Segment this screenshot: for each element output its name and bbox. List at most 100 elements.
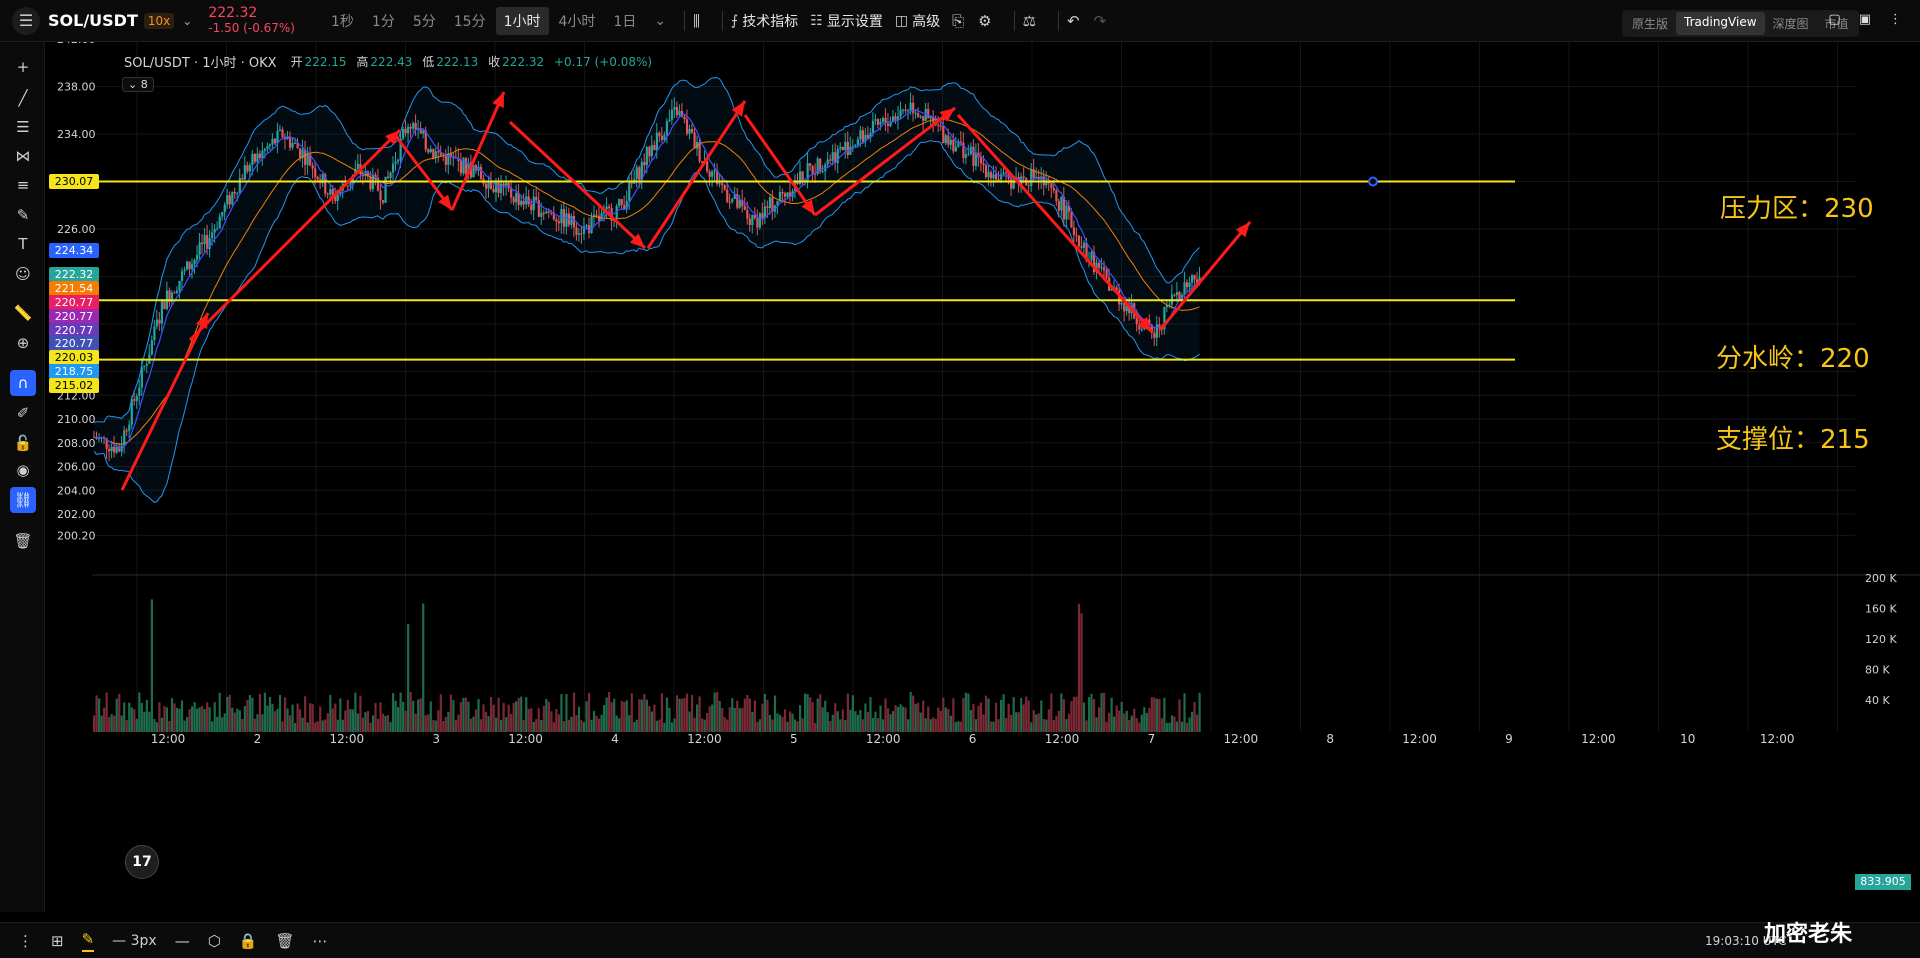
undo-icon[interactable]: ↶: [1067, 11, 1080, 30]
templates-icon[interactable]: ⊞: [51, 931, 64, 950]
price-chart[interactable]: 242.00238.00234.00230.00226.00222.00218.…: [45, 42, 1920, 922]
candle-body: [1035, 176, 1038, 179]
tf-1m[interactable]: 1分: [371, 13, 395, 30]
volume-bar: [944, 707, 947, 732]
volume-bar: [1012, 696, 1015, 732]
volume-bar: [231, 707, 234, 732]
lock-icon[interactable]: 🔓: [13, 434, 33, 452]
layout-icon[interactable]: ▣: [1858, 12, 1871, 27]
candle-body: [540, 212, 543, 217]
volume-bar: [527, 708, 530, 732]
volume-bar: [311, 704, 314, 732]
tf-5m[interactable]: 5分: [412, 13, 436, 30]
emoji-icon[interactable]: ☺: [15, 265, 31, 283]
volume-bar: [683, 697, 686, 732]
volume-tick-label: 40 K: [1865, 694, 1890, 707]
drag-handle-icon[interactable]: ⋮: [18, 931, 33, 950]
brush-icon[interactable]: ✎: [16, 206, 30, 224]
candle-type-icon[interactable]: ⫼: [693, 11, 700, 30]
volume-bar: [522, 719, 525, 732]
volume-bar: [467, 701, 470, 732]
gear-icon[interactable]: ⚙: [978, 11, 992, 30]
volume-bar: [95, 695, 98, 732]
volume-bar: [994, 702, 998, 732]
redo-icon[interactable]: ↷: [1093, 11, 1107, 30]
volume-bar: [452, 700, 455, 732]
candle-body: [718, 183, 721, 185]
candle-body: [582, 226, 586, 234]
lock-icon[interactable]: 🔒: [238, 931, 258, 950]
volume-bar: [266, 705, 269, 732]
screenshot-icon[interactable]: ⎘: [952, 11, 965, 30]
line-color-icon[interactable]: ✎: [81, 930, 95, 952]
candle-body: [844, 141, 847, 151]
fib-icon[interactable]: ≡: [16, 176, 30, 194]
stay-drawing-icon[interactable]: ✐: [16, 404, 30, 422]
candle-body: [1123, 303, 1126, 312]
fullscreen-icon[interactable]: ▢: [1828, 12, 1841, 27]
symbol-name[interactable]: SOL/USDT: [48, 11, 138, 30]
more-icon[interactable]: ⋮: [1889, 12, 1902, 27]
view-tradingview[interactable]: TradingView: [1676, 12, 1765, 35]
view-native[interactable]: 原生版: [1632, 17, 1669, 31]
candle-body: [321, 174, 324, 184]
line-style-icon[interactable]: —: [174, 931, 190, 950]
indicators-toggle[interactable]: ⌄ 8: [122, 77, 154, 92]
volume-bar: [180, 700, 184, 732]
trash-icon[interactable]: 🗑: [13, 532, 33, 550]
link-icon[interactable]: ⛓: [10, 487, 36, 513]
indicators-button[interactable]: ⨍ 技术指标: [731, 12, 799, 30]
candle-body: [781, 191, 784, 194]
candle-body: [979, 157, 983, 164]
candle-body: [334, 196, 337, 202]
candle-body: [545, 211, 548, 214]
tf-15m[interactable]: 15分: [453, 13, 486, 30]
volume-bar: [582, 722, 586, 732]
zoom-icon[interactable]: ⊕: [16, 334, 30, 352]
volume-bar: [394, 700, 397, 732]
volume-bar: [743, 698, 746, 732]
candle-body: [974, 152, 978, 166]
candle-body: [839, 146, 842, 149]
candle-body: [628, 182, 631, 201]
text-icon[interactable]: T: [18, 235, 28, 253]
volume-bar: [555, 709, 558, 732]
compare-icon[interactable]: ⚖: [1022, 11, 1037, 30]
volume-bar: [439, 694, 442, 732]
advanced-button[interactable]: ◫ 高级: [894, 12, 941, 30]
display-settings-button[interactable]: ☷ 显示设置: [810, 12, 883, 30]
line-width-button[interactable]: — 3px: [112, 932, 157, 949]
horizontal-lines-icon[interactable]: ☰: [16, 118, 30, 136]
ruler-icon[interactable]: 📏: [13, 304, 33, 322]
pattern-icon[interactable]: ⋈: [15, 147, 31, 165]
more-icon[interactable]: ⋯: [312, 931, 328, 950]
candle-body: [889, 121, 892, 126]
volume-bar: [314, 722, 317, 732]
volume-bar: [575, 715, 578, 732]
volume-bar: [788, 711, 792, 732]
view-marketcap[interactable]: 市值: [1824, 17, 1849, 31]
tf-1h[interactable]: 1小时: [495, 6, 549, 35]
view-depth[interactable]: 深度图: [1772, 17, 1809, 31]
tf-1d[interactable]: 1日: [613, 13, 637, 30]
tf-1s[interactable]: 1秒: [331, 13, 354, 30]
trendline-icon[interactable]: ╱: [18, 89, 28, 107]
candle-body: [366, 171, 370, 177]
crosshair-icon[interactable]: +: [16, 58, 30, 76]
volume-bar: [806, 694, 809, 732]
eye-icon[interactable]: ◉: [16, 461, 30, 479]
tradingview-logo[interactable]: 17: [125, 845, 159, 879]
settings-icon[interactable]: ⬡: [207, 931, 221, 950]
volume-bar: [1118, 710, 1121, 732]
volume-bar: [286, 708, 289, 732]
chevron-down-icon[interactable]: ⌄: [182, 13, 193, 28]
chevron-down-icon[interactable]: ⌄: [654, 12, 667, 29]
tf-4h[interactable]: 4小时: [558, 13, 596, 30]
volume-bar: [542, 705, 545, 732]
trash-icon[interactable]: 🗑: [275, 931, 295, 950]
magnet-icon[interactable]: ∩: [10, 370, 36, 396]
price-tick-label: 238.00: [57, 81, 96, 94]
candle-body: [500, 183, 503, 194]
candle-body: [874, 119, 877, 121]
menu-icon[interactable]: ☰: [12, 6, 40, 35]
